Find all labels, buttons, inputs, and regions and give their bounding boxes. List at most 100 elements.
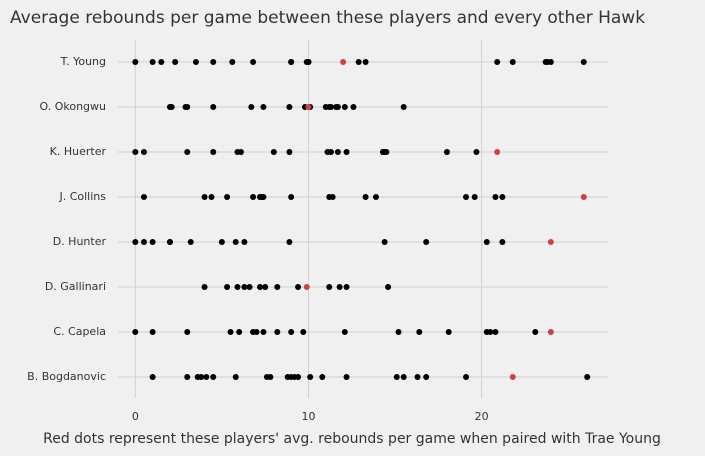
dot [208, 194, 215, 200]
dot [149, 329, 156, 335]
dot [584, 374, 591, 380]
dot [262, 284, 269, 290]
highlight-dot [547, 239, 554, 245]
dot [237, 149, 244, 155]
dot [210, 149, 217, 155]
dot [224, 284, 231, 290]
x-tick-label: 10 [301, 410, 315, 423]
dot [184, 104, 191, 110]
dot [336, 284, 343, 290]
dot [343, 374, 350, 380]
chart-title: Average rebounds per game between these … [10, 8, 645, 28]
highlight-dot [509, 374, 516, 380]
dot [400, 104, 407, 110]
y-tick-label: J. Collins [58, 190, 106, 203]
dot [140, 239, 147, 245]
dot [305, 59, 312, 65]
dot [149, 59, 156, 65]
dot [236, 329, 243, 335]
dot [172, 59, 179, 65]
dot [132, 59, 139, 65]
dot [241, 284, 248, 290]
dot [253, 329, 260, 335]
dot [132, 149, 139, 155]
highlight-dot [303, 284, 310, 290]
dot [187, 239, 194, 245]
dot [248, 104, 255, 110]
dot [423, 239, 430, 245]
dot [192, 59, 199, 65]
dot [362, 59, 369, 65]
dot [487, 329, 494, 335]
dot [224, 194, 231, 200]
dot [383, 149, 390, 155]
dot [210, 59, 217, 65]
dot [140, 149, 147, 155]
dot [355, 59, 362, 65]
dot [168, 104, 175, 110]
dot [166, 239, 173, 245]
y-tick-label: T. Young [60, 55, 106, 68]
dot [326, 284, 333, 290]
dot [201, 194, 208, 200]
highlight-dot [494, 149, 501, 155]
dot [471, 194, 478, 200]
dot [483, 239, 490, 245]
x-tick-label: 20 [475, 410, 489, 423]
dot [499, 239, 506, 245]
dot [350, 104, 357, 110]
dot [274, 329, 281, 335]
dot [274, 284, 281, 290]
dot [393, 374, 400, 380]
dot [260, 194, 267, 200]
y-tick-label: O. Okongwu [40, 100, 107, 113]
dot [286, 149, 293, 155]
dot [327, 149, 334, 155]
dot [319, 374, 326, 380]
dot [381, 239, 388, 245]
dot [158, 59, 165, 65]
dot [307, 374, 314, 380]
dot [184, 149, 191, 155]
y-tick-label: K. Huerter [50, 145, 107, 158]
dot [341, 329, 348, 335]
dot [210, 374, 217, 380]
y-tick-label: B. Bogdanovic [27, 370, 106, 383]
dot [395, 329, 402, 335]
dot [443, 149, 450, 155]
dot [300, 329, 307, 335]
dot [385, 284, 392, 290]
dot [260, 104, 267, 110]
dot [423, 374, 430, 380]
dot [250, 194, 257, 200]
highlight-dot [580, 194, 587, 200]
highlight-dot [305, 104, 312, 110]
dot [229, 59, 236, 65]
highlight-dot [547, 329, 554, 335]
dot [463, 374, 470, 380]
dot [416, 329, 423, 335]
dot [327, 104, 334, 110]
dot [203, 374, 210, 380]
dot [184, 374, 191, 380]
dot [250, 59, 257, 65]
dot [260, 329, 267, 335]
dot [329, 194, 336, 200]
dot [232, 239, 239, 245]
dot [334, 149, 341, 155]
dot [473, 149, 480, 155]
dot [343, 284, 350, 290]
dot [492, 194, 499, 200]
dot [149, 239, 156, 245]
dot [218, 239, 225, 245]
dot [246, 284, 253, 290]
dot [288, 329, 295, 335]
dot [286, 104, 293, 110]
dot [343, 149, 350, 155]
dot [232, 374, 239, 380]
x-axis-label: Red dots represent these players' avg. r… [43, 431, 661, 447]
dot [270, 149, 277, 155]
dot [494, 59, 501, 65]
